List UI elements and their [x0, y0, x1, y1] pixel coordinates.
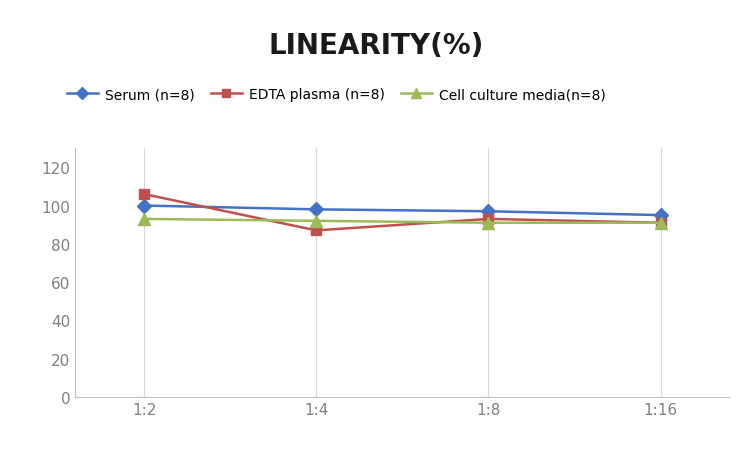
- Cell culture media(n=8): [140, 217, 149, 222]
- EDTA plasma (n=8): [140, 192, 149, 198]
- Cell culture media(n=8): [484, 221, 493, 226]
- Line: Serum (n=8): Serum (n=8): [139, 201, 666, 221]
- Serum (n=8): [484, 209, 493, 215]
- Cell culture media(n=8): [656, 221, 665, 226]
- Cell culture media(n=8): [312, 219, 321, 224]
- EDTA plasma (n=8): [312, 228, 321, 234]
- Line: Cell culture media(n=8): Cell culture media(n=8): [138, 214, 666, 229]
- Legend: Serum (n=8), EDTA plasma (n=8), Cell culture media(n=8): Serum (n=8), EDTA plasma (n=8), Cell cul…: [67, 88, 605, 102]
- Serum (n=8): [656, 213, 665, 218]
- Serum (n=8): [312, 207, 321, 212]
- EDTA plasma (n=8): [484, 217, 493, 222]
- Serum (n=8): [140, 203, 149, 209]
- EDTA plasma (n=8): [656, 221, 665, 226]
- Line: EDTA plasma (n=8): EDTA plasma (n=8): [139, 190, 666, 236]
- Text: LINEARITY(%): LINEARITY(%): [268, 32, 484, 60]
